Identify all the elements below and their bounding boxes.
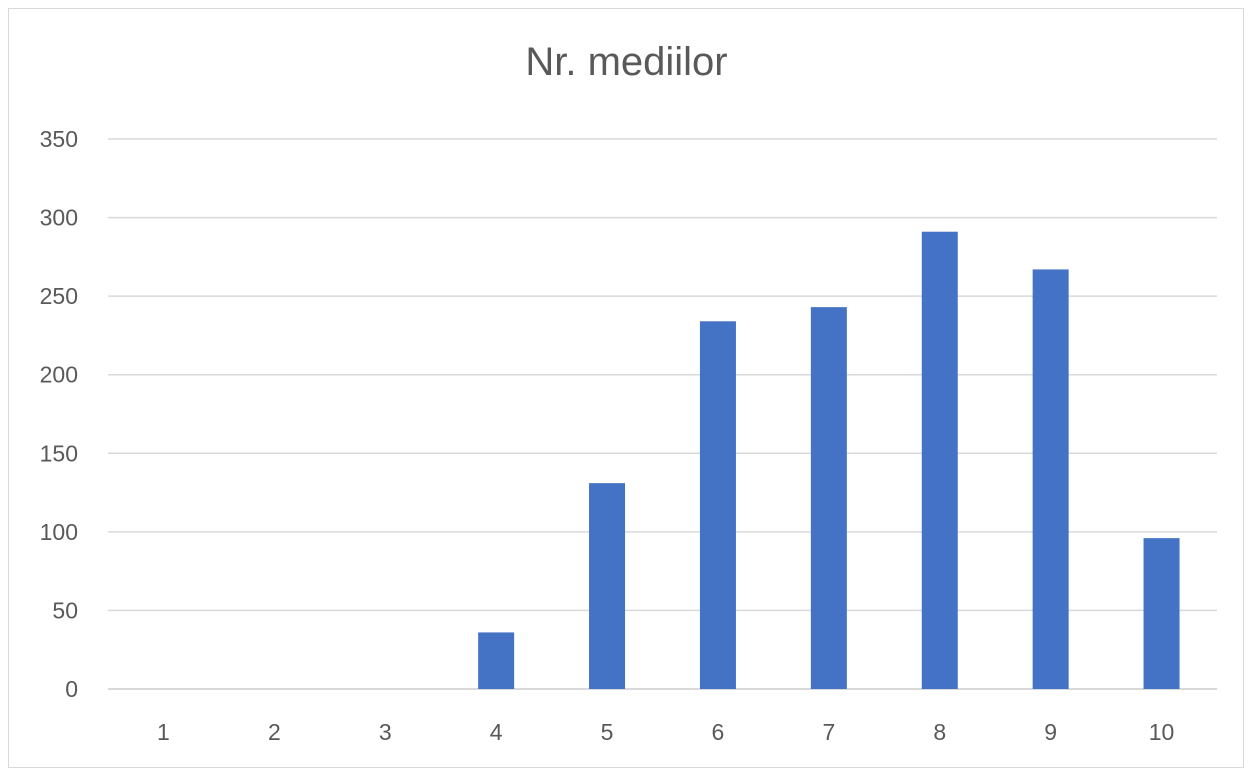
- y-tick-label: 200: [40, 362, 78, 388]
- y-tick-label: 350: [40, 126, 78, 152]
- x-tick-label: 8: [933, 719, 946, 745]
- y-tick-label: 300: [40, 205, 78, 231]
- y-tick-label: 0: [65, 676, 78, 702]
- x-tick-label: 10: [1149, 719, 1175, 745]
- bar-7: [810, 307, 847, 689]
- y-axis-ticks: 0 50 100 150 200 250 300 350: [40, 126, 78, 702]
- x-tick-label: 1: [157, 719, 170, 745]
- bar-8: [921, 231, 958, 689]
- x-tick-label: 5: [601, 719, 614, 745]
- x-tick-label: 6: [712, 719, 725, 745]
- x-axis-ticks: 1 2 3 4 5 6 7 8 9 10: [157, 719, 1174, 745]
- y-tick-label: 150: [40, 440, 78, 466]
- x-tick-label: 3: [379, 719, 392, 745]
- x-tick-label: 2: [268, 719, 281, 745]
- bars: [478, 231, 1180, 689]
- chart-title: Nr. mediilor: [525, 40, 728, 84]
- y-tick-label: 50: [52, 597, 78, 623]
- bar-9: [1032, 269, 1069, 689]
- gridlines: [108, 138, 1217, 690]
- y-tick-label: 250: [40, 283, 78, 309]
- x-tick-label: 9: [1044, 719, 1057, 745]
- bar-10: [1143, 538, 1180, 689]
- y-tick-label: 100: [40, 519, 78, 545]
- bar-6: [699, 321, 736, 689]
- bar-5: [589, 483, 626, 689]
- x-tick-label: 7: [822, 719, 835, 745]
- x-tick-label: 4: [490, 719, 503, 745]
- bar-4: [478, 632, 515, 689]
